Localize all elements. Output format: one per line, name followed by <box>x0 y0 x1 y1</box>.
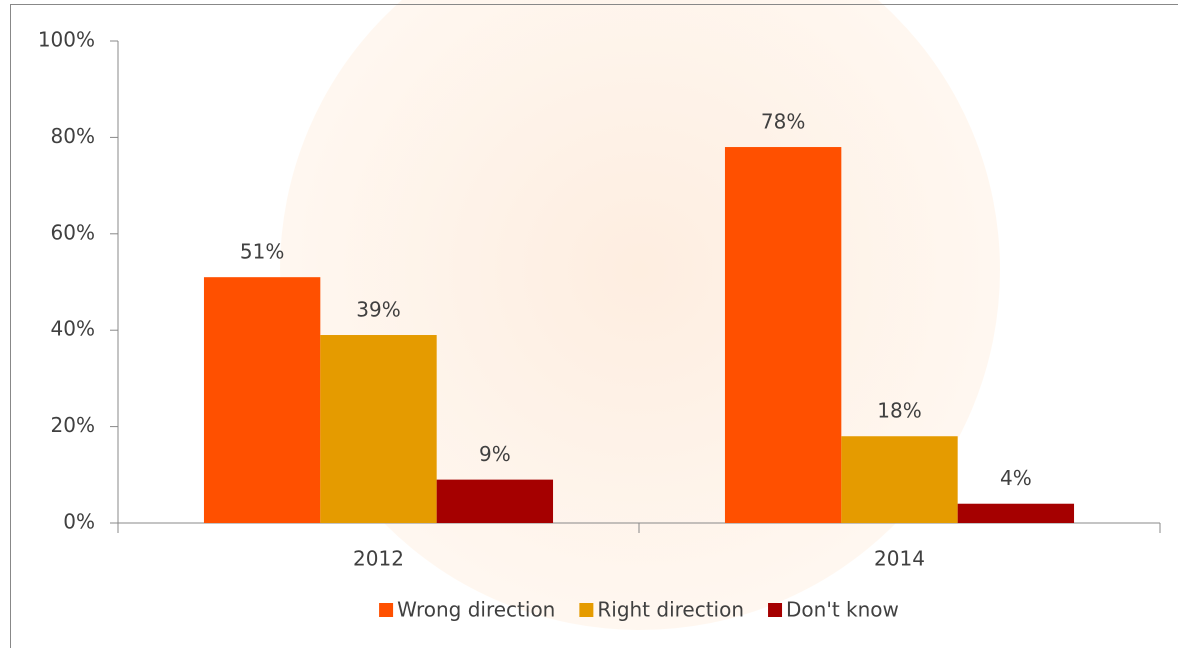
legend-label: Wrong direction <box>397 598 555 622</box>
bar <box>320 335 437 523</box>
bar <box>724 147 842 524</box>
value-label: 78% <box>761 110 805 134</box>
legend-swatch <box>768 603 783 617</box>
bar <box>203 277 321 523</box>
value-label: 18% <box>877 399 921 423</box>
value-label: 9% <box>479 442 511 466</box>
bar <box>957 503 1075 523</box>
legend-swatch <box>379 603 394 617</box>
y-tick-label: 0% <box>63 510 95 534</box>
chart-border <box>10 4 1178 648</box>
value-label: 4% <box>1000 466 1032 490</box>
y-tick-label: 40% <box>51 317 95 341</box>
legend-label: Don't know <box>786 598 899 622</box>
x-tick-label: 2012 <box>353 547 404 571</box>
y-tick-label: 20% <box>51 413 95 437</box>
y-tick-label: 100% <box>38 28 95 52</box>
x-tick-label: 2014 <box>874 547 925 571</box>
bar <box>841 436 958 523</box>
legend-swatch <box>579 603 594 617</box>
y-tick-label: 60% <box>51 220 95 244</box>
legend-label: Right direction <box>597 598 744 622</box>
value-label: 39% <box>356 298 400 322</box>
value-label: 51% <box>240 240 284 264</box>
bar <box>436 479 554 523</box>
y-tick-label: 80% <box>51 124 95 148</box>
